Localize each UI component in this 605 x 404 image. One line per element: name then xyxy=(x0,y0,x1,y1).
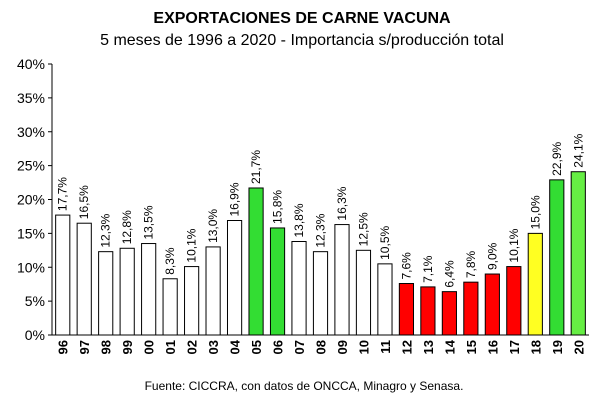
data-label: 12,8% xyxy=(120,210,134,244)
x-tick-label: 11 xyxy=(378,340,393,354)
bar xyxy=(291,241,307,336)
bar xyxy=(527,232,543,336)
data-label: 13,0% xyxy=(206,209,220,243)
data-labels: 17,7% 16,5% 12,3% 12,8% 13,5% 8,3% 10,1% 13,0% 1… xyxy=(56,133,586,287)
x-tick-label: 04 xyxy=(228,339,243,354)
x-tick-label: 07 xyxy=(292,340,307,354)
x-tick-label: 09 xyxy=(335,340,350,354)
data-label: 9,0% xyxy=(485,242,499,270)
x-tick-label: 08 xyxy=(314,340,329,354)
bar xyxy=(463,281,479,336)
bar xyxy=(162,278,178,336)
data-label: 16,5% xyxy=(77,185,91,219)
y-tick-label: 40% xyxy=(17,56,45,72)
bar xyxy=(269,227,286,336)
bar xyxy=(226,220,243,336)
y-axis: 0% 5% 10% 15% 20% 25% 30% 35% 40% xyxy=(17,56,53,343)
y-tick-label: 25% xyxy=(17,158,45,174)
x-tick-label: 17 xyxy=(507,340,522,354)
data-label: 13,8% xyxy=(292,203,306,237)
bar xyxy=(355,249,372,336)
data-label: 22,9% xyxy=(550,141,564,175)
bar xyxy=(248,187,264,336)
bar xyxy=(76,222,92,336)
x-tick-label: 05 xyxy=(249,340,264,354)
x-tick-label: 14 xyxy=(442,339,457,354)
data-label: 7,8% xyxy=(464,250,478,278)
data-label: 16,3% xyxy=(335,186,349,220)
y-tick-label: 10% xyxy=(17,259,45,275)
data-label: 16,9% xyxy=(228,182,242,216)
chart-title: EXPORTACIONES DE CARNE VACUNA xyxy=(153,10,451,27)
data-label: 13,5% xyxy=(142,205,156,239)
data-label: 12,3% xyxy=(314,213,328,247)
x-tick-label: 96 xyxy=(56,340,71,354)
bar xyxy=(441,291,457,336)
data-label: 12,3% xyxy=(99,213,113,247)
x-tick-label: 13 xyxy=(421,340,436,354)
bar xyxy=(119,247,135,336)
bar xyxy=(98,251,114,336)
data-label: 24,1% xyxy=(571,133,585,167)
data-label: 12,5% xyxy=(356,212,370,246)
bar-series xyxy=(55,171,586,336)
bar xyxy=(420,286,436,336)
x-tick-label: 20 xyxy=(571,340,586,354)
data-label: 15,0% xyxy=(528,195,542,229)
x-tick-label: 15 xyxy=(464,340,479,354)
data-label: 10,1% xyxy=(507,228,521,262)
x-tick-label: 10 xyxy=(356,340,371,354)
x-tick-label: 02 xyxy=(185,340,200,354)
bar xyxy=(377,263,393,336)
data-label: 10,5% xyxy=(378,226,392,260)
bar xyxy=(334,224,350,336)
x-tick-label: 98 xyxy=(99,340,114,354)
x-tick-label: 01 xyxy=(163,340,178,354)
bar xyxy=(398,283,415,336)
x-axis: 96 97 98 99 00 01 02 03 04 05 06 07 08 09 10 11 12 13 14 15… xyxy=(52,334,589,354)
x-tick-label: 18 xyxy=(528,340,543,354)
data-label: 7,1% xyxy=(421,255,435,283)
y-tick-label: 5% xyxy=(25,293,45,309)
y-tick-label: 15% xyxy=(17,225,45,241)
bar xyxy=(312,251,329,336)
x-tick-label: 97 xyxy=(77,340,92,354)
bar xyxy=(205,246,221,336)
source-note: Fuente: CICCRA, con datos de ONCCA, Mina… xyxy=(145,379,464,393)
data-label: 17,7% xyxy=(56,177,70,211)
data-label: 10,1% xyxy=(185,228,199,262)
bar xyxy=(484,273,500,336)
bar xyxy=(184,266,200,336)
bar xyxy=(55,214,71,336)
y-tick-label: 30% xyxy=(17,124,45,140)
x-tick-label: 99 xyxy=(120,340,135,354)
x-tick-label: 03 xyxy=(206,340,221,354)
x-tick-label: 12 xyxy=(399,340,414,354)
chart-subtitle: 5 meses de 1996 a 2020 - Importancia s/p… xyxy=(100,32,504,49)
x-tick-label: 06 xyxy=(271,340,286,354)
data-label: 6,4% xyxy=(442,260,456,288)
bar xyxy=(141,243,157,336)
bar xyxy=(506,266,522,336)
y-tick-label: 20% xyxy=(17,192,45,208)
data-label: 15,8% xyxy=(271,190,285,224)
bar xyxy=(570,171,586,336)
data-label: 21,7% xyxy=(249,150,263,184)
y-tick-label: 35% xyxy=(17,90,45,106)
data-label: 7,6% xyxy=(399,252,413,280)
x-tick-label: 16 xyxy=(485,340,500,354)
bar xyxy=(549,179,565,336)
x-tick-label: 19 xyxy=(550,340,565,354)
data-label: 8,3% xyxy=(163,247,177,275)
y-tick-label: 0% xyxy=(25,327,45,343)
x-tick-label: 00 xyxy=(142,340,157,354)
